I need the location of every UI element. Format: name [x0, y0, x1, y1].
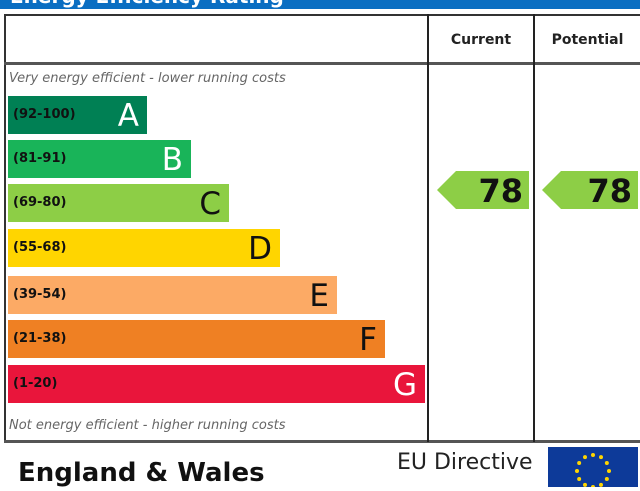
column-potential: Potential — [551, 32, 624, 48]
band-g: (1-20) G — [8, 365, 425, 403]
band-b: (81-91) B — [8, 140, 191, 178]
divider — [4, 440, 640, 443]
band-letter: D — [248, 231, 272, 267]
band-c: (69-80) C — [8, 184, 229, 222]
bottom-note: Not energy efficient - higher running co… — [9, 418, 286, 433]
potential-rating-value: 78 — [587, 172, 632, 210]
divider — [4, 62, 640, 65]
chart-title: Energy Efficiency Rating — [10, 0, 284, 8]
current-rating-value: 78 — [478, 172, 523, 210]
divider — [427, 14, 429, 442]
band-letter: F — [359, 322, 377, 358]
current-rating-arrow: 78 — [437, 171, 529, 210]
band-f: (21-38) F — [8, 320, 385, 358]
eu-flag-icon — [548, 447, 638, 489]
band-range: (21-38) — [13, 331, 67, 346]
column-current: Current — [450, 32, 512, 48]
top-note: Very energy efficient - lower running co… — [9, 71, 286, 86]
band-d: (55-68) D — [8, 229, 280, 267]
band-range: (39-54) — [13, 287, 67, 302]
band-range: (55-68) — [13, 240, 67, 255]
band-e: (39-54) E — [8, 276, 337, 314]
band-letter: G — [392, 367, 417, 403]
band-range: (81-91) — [13, 151, 67, 166]
band-letter: E — [309, 278, 329, 314]
band-range: (1-20) — [13, 376, 58, 391]
eu-directive-label: EU Directive — [397, 450, 533, 475]
band-a: (92-100) A — [8, 96, 147, 134]
band-range: (69-80) — [13, 195, 67, 210]
band-letter: C — [199, 186, 221, 222]
band-letter: B — [161, 142, 183, 178]
potential-rating-arrow: 78 — [542, 171, 638, 210]
country-label: England & Wales — [18, 458, 265, 488]
band-letter: A — [117, 98, 139, 134]
title-bar: Energy Efficiency Rating — [0, 0, 640, 9]
divider — [533, 14, 535, 442]
band-range: (92-100) — [13, 107, 76, 122]
